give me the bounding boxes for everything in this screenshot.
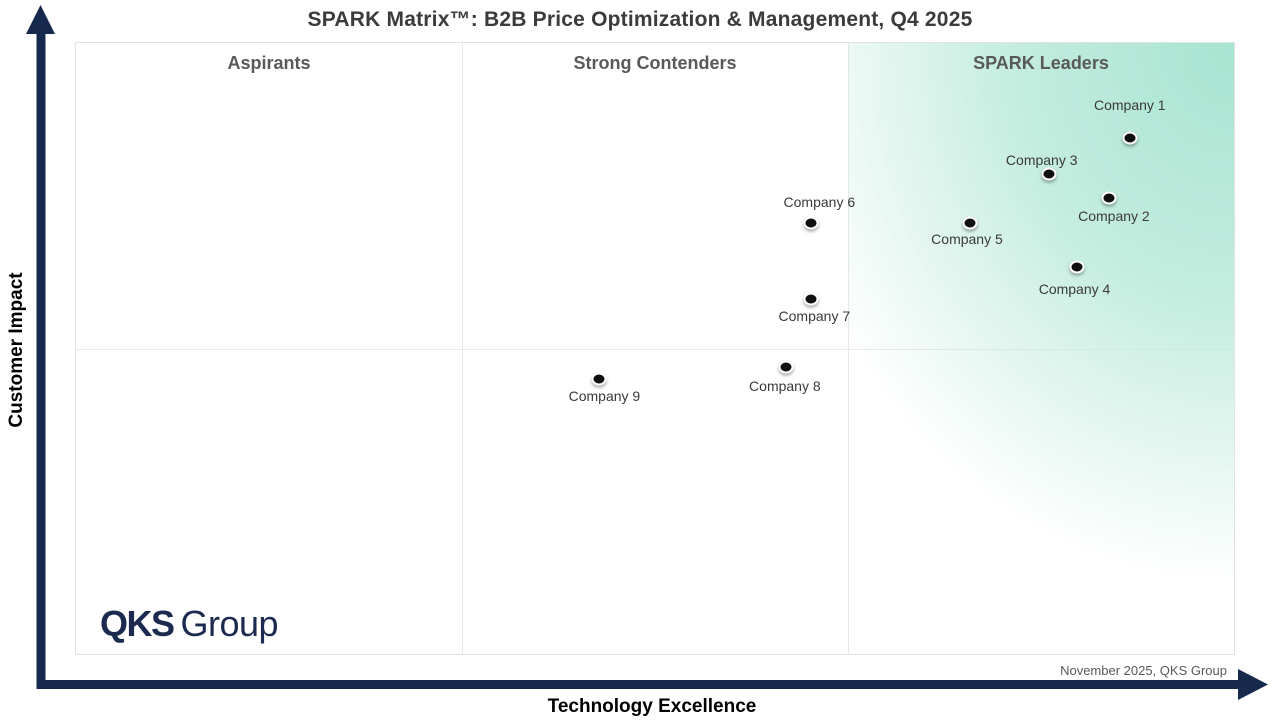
- quadrant-label-strong-contenders: Strong Contenders: [573, 53, 737, 73]
- data-point-company-6: [803, 216, 819, 230]
- chart-title: SPARK Matrix™: B2B Price Optimization & …: [307, 8, 973, 31]
- data-point-company-8: [778, 360, 794, 374]
- data-point-company-1: [1122, 131, 1138, 145]
- y-axis-arrow: [26, 5, 55, 689]
- data-point-label-company-6: Company 6: [783, 193, 856, 210]
- y-axis-label: Customer Impact: [6, 272, 27, 428]
- leaders-zone-gradient: [848, 43, 1234, 654]
- data-point-company-3: [1041, 167, 1057, 181]
- data-point-label-company-2: Company 2: [1078, 208, 1150, 225]
- scatter-points-layer: Company 1 Company 2 Company 3 Company 4 Comp…: [76, 43, 1234, 654]
- data-point-label-company-3: Company 3: [1005, 152, 1078, 169]
- data-point-label-company-4: Company 4: [1038, 281, 1111, 298]
- data-point-label-company-5: Company 5: [931, 231, 1003, 248]
- data-point-label-company-9: Company 9: [568, 388, 641, 405]
- data-point-label-company-8: Company 8: [749, 377, 821, 394]
- data-point-label-company-7: Company 7: [778, 308, 851, 324]
- data-point-label-company-1: Company 1: [1093, 96, 1166, 113]
- data-point-company-9: [591, 372, 607, 386]
- quadrant-label-spark-leaders: SPARK Leaders: [973, 53, 1109, 73]
- data-point-company-2: [1101, 191, 1117, 205]
- source-note: November 2025, QKS Group: [1060, 663, 1227, 678]
- quadrant-divider-horizontal: [76, 348, 1234, 350]
- qks-group-logo: QKS Group: [100, 603, 279, 644]
- logo-text-light: Group: [180, 603, 279, 644]
- x-axis-label: Technology Excellence: [547, 696, 757, 717]
- data-point-company-5: [962, 216, 978, 230]
- data-point-company-7: [803, 292, 819, 306]
- quadrant-label-aspirants: Aspirants: [227, 53, 311, 73]
- logo-text-bold: QKS: [100, 603, 175, 644]
- plot-area: Aspirants Strong Contenders SPARK Leader…: [75, 42, 1235, 655]
- data-point-company-4: [1069, 260, 1084, 274]
